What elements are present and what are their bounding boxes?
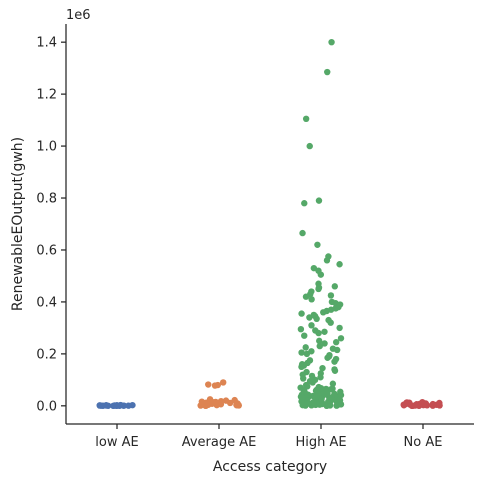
data-point: [113, 402, 120, 409]
y-tick-label: 0.0: [36, 399, 57, 414]
y-tick-label: 0.8: [36, 192, 57, 207]
data-point: [304, 391, 312, 398]
data-point: [327, 319, 334, 326]
data-point: [301, 200, 308, 207]
data-point: [302, 344, 309, 351]
data-point: [298, 363, 305, 371]
data-point: [298, 394, 306, 401]
data-point: [300, 375, 307, 382]
data-point: [301, 332, 308, 339]
data-point: [211, 382, 219, 389]
data-point: [336, 324, 343, 332]
data-point: [429, 400, 437, 408]
data-point: [337, 335, 345, 342]
data-point: [313, 393, 320, 400]
data-point: [320, 309, 327, 316]
data-point: [231, 396, 238, 404]
data-point: [319, 364, 326, 372]
data-point: [327, 292, 335, 299]
data-point: [331, 367, 339, 374]
data-point: [313, 315, 320, 323]
data-point: [317, 271, 325, 278]
data-point: [333, 346, 341, 354]
data-point: [331, 390, 338, 398]
x-tick-label: No AE: [404, 435, 443, 450]
data-point: [315, 329, 322, 337]
data-point: [302, 293, 310, 300]
data-point: [306, 314, 313, 321]
data-point: [408, 402, 415, 409]
data-point: [297, 325, 305, 333]
data-point: [299, 229, 306, 237]
y-tick-label: 1.4: [36, 36, 57, 51]
x-axis-ticks: low AE Average AE High AE No AE: [95, 424, 442, 450]
y-tick-label: 1.2: [36, 88, 57, 103]
data-point: [331, 358, 338, 365]
data-point: [328, 38, 335, 46]
data-point: [205, 401, 212, 408]
data-point: [309, 379, 316, 386]
data-point: [315, 197, 323, 204]
data-point: [329, 385, 336, 392]
data-point: [315, 285, 322, 293]
x-tick-label: High AE: [295, 435, 346, 450]
data-point: [324, 390, 331, 397]
data-point: [302, 115, 310, 123]
data-point: [125, 402, 132, 409]
data-point: [315, 383, 322, 391]
y-tick-label: 1.0: [36, 140, 57, 155]
y-axis-label: RenewableEOutput(gwh): [10, 137, 26, 311]
data-point: [321, 340, 328, 347]
data-point: [436, 399, 443, 407]
data-point: [316, 337, 323, 345]
data-point: [323, 257, 331, 264]
data-point: [205, 381, 212, 388]
data-point: [120, 402, 128, 409]
data-point: [198, 398, 206, 405]
points-layer: [96, 38, 443, 410]
y-tick-label: 0.4: [36, 295, 57, 310]
x-tick-label: Average AE: [182, 435, 257, 450]
data-point: [298, 310, 305, 317]
data-point: [325, 400, 332, 407]
data-point: [99, 402, 107, 409]
data-point: [324, 354, 331, 361]
data-point: [217, 401, 225, 408]
x-tick-label: low AE: [95, 435, 138, 450]
data-point: [308, 322, 315, 329]
data-point: [324, 68, 331, 76]
y-offset-label: 1e6: [66, 8, 91, 23]
data-point: [303, 350, 311, 358]
data-point: [316, 342, 323, 350]
data-point: [332, 338, 340, 346]
data-point: [415, 402, 422, 409]
y-axis-ticks: 0.0 0.2 0.4 0.6 0.8 1.0 1.2 1.4: [36, 36, 66, 414]
data-point: [233, 401, 240, 409]
data-point: [310, 398, 317, 406]
data-point: [321, 328, 328, 335]
data-point: [336, 396, 343, 404]
data-point: [317, 374, 324, 381]
data-point: [336, 261, 343, 268]
data-point: [306, 142, 313, 150]
data-point: [220, 379, 227, 386]
data-point: [329, 380, 337, 387]
data-point: [314, 241, 321, 248]
data-point: [308, 296, 315, 303]
data-point: [318, 395, 325, 403]
data-point: [400, 402, 408, 409]
data-point: [337, 388, 344, 395]
x-axis-label: Access category: [213, 459, 327, 475]
data-point: [298, 349, 305, 356]
data-point: [421, 400, 429, 407]
y-tick-label: 0.2: [36, 347, 57, 362]
y-tick-label: 0.6: [36, 243, 57, 258]
data-point: [331, 283, 339, 290]
